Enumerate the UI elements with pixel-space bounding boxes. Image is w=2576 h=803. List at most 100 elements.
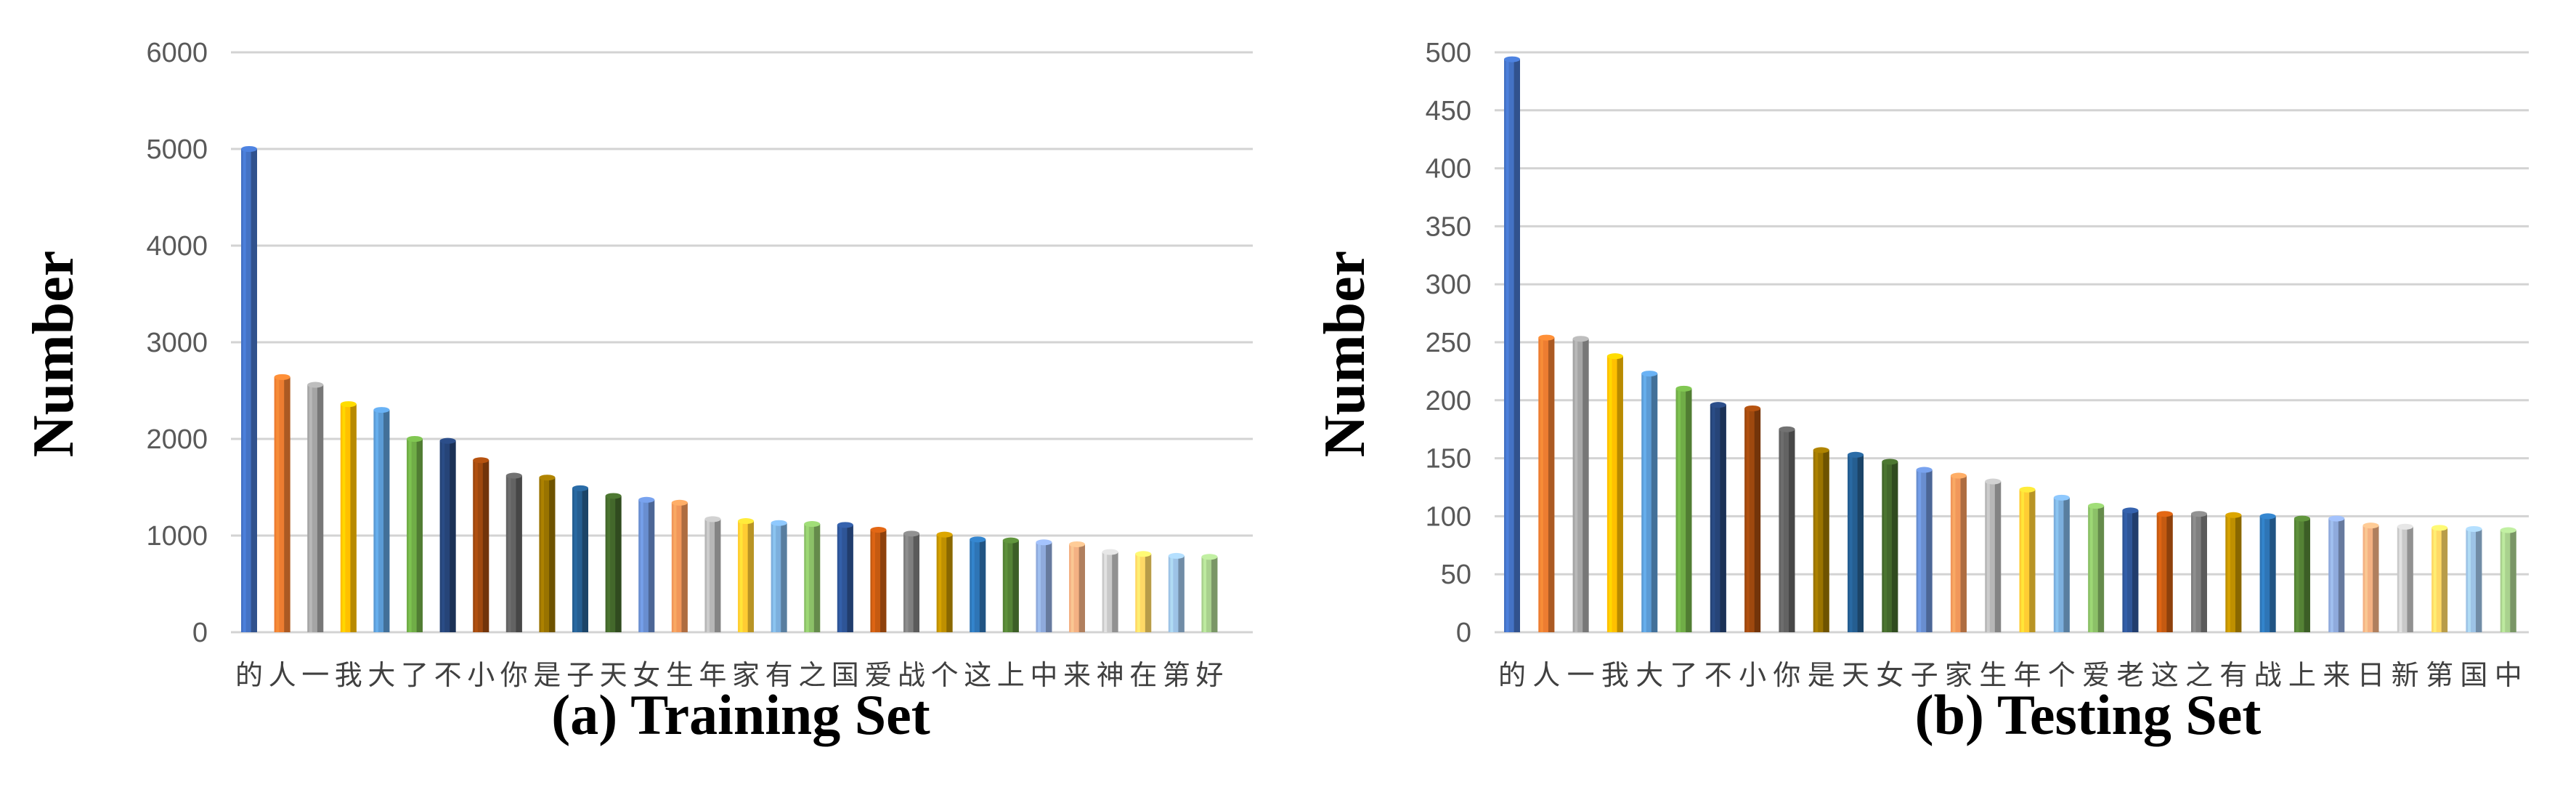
bar-cap: [1538, 334, 1555, 341]
x-tick-label: 神: [1097, 659, 1124, 691]
bar-highlight: [342, 404, 346, 632]
x-tick-label: 这: [964, 659, 991, 691]
bar-你: [505, 472, 522, 632]
bar-cap: [1002, 537, 1019, 544]
bar-shade: [1211, 557, 1218, 632]
bar-个: [2053, 494, 2070, 632]
bar-cap: [2500, 527, 2516, 533]
y-tick-label: 0: [192, 618, 208, 648]
bar-highlight: [707, 519, 710, 632]
bar-一: [307, 382, 324, 632]
bar-这: [2156, 511, 2173, 632]
bar-shade: [2304, 518, 2310, 632]
bar-highlight: [2089, 506, 2093, 632]
bar-了: [407, 436, 423, 632]
bar-cap: [1813, 447, 1829, 453]
bar-cap: [1069, 541, 1085, 547]
bar-highlight: [1540, 337, 1543, 632]
x-tick-label: 你: [500, 659, 528, 691]
bar-cap: [2328, 515, 2345, 522]
bar-highlight: [2502, 530, 2506, 632]
bar-highlight: [2399, 526, 2402, 632]
bar-highlight: [1104, 552, 1108, 632]
bar-cap: [539, 475, 556, 481]
chart-panel-2: 0 50 100 150 200 250 300 350 400 450 500 Number 的人一我…: [1313, 38, 2529, 746]
x-tick-label: 一: [1567, 659, 1595, 691]
bar-cap: [870, 527, 887, 533]
y-tick-label: 200: [1426, 386, 1471, 416]
bar-shade: [2132, 510, 2139, 632]
bar-cap: [274, 374, 290, 380]
x-tick-label: 之: [798, 659, 826, 691]
bar-cap: [241, 146, 257, 152]
bar-shade: [284, 376, 290, 632]
bar-cap: [2397, 523, 2413, 530]
bar-shade: [1926, 469, 1933, 632]
bar-子: [572, 485, 588, 632]
bar-我: [1606, 353, 1623, 632]
bar-cap: [1168, 552, 1185, 559]
bar-cap: [1882, 459, 1898, 465]
bar-cap: [1036, 539, 1052, 546]
bar-cap: [1102, 549, 1118, 555]
x-tick-label: 家: [732, 659, 760, 691]
x-tick-label: 的: [235, 659, 263, 691]
bar-cap: [771, 520, 787, 526]
bar-cap: [704, 516, 721, 522]
x-tick-label: 大: [1636, 659, 1663, 691]
bar-cap: [473, 457, 489, 464]
x-tick-label: 在: [1129, 659, 1157, 691]
bar-cap: [903, 530, 919, 537]
x-tick-label: 中: [1030, 659, 1057, 691]
bar-cap: [1606, 353, 1623, 360]
bar-小: [1744, 405, 1761, 632]
bar-好: [1201, 554, 1218, 632]
bar-shade: [1112, 552, 1118, 632]
x-tick-label: 的: [1498, 659, 1526, 691]
x-tick-label: 家: [1945, 659, 1972, 691]
bar-shade: [1994, 481, 2002, 632]
bar-shade: [1651, 374, 1658, 632]
y-tick-label: 350: [1426, 211, 1471, 242]
bar-shade: [1145, 554, 1152, 632]
bar-highlight: [2433, 528, 2437, 632]
bar-一: [1572, 336, 1589, 632]
bar-大: [373, 407, 390, 632]
bar-highlight: [1575, 339, 1578, 632]
x-tick-label: 国: [2460, 659, 2487, 691]
y-tick-label: 50: [1441, 560, 1471, 590]
bar-shade: [450, 440, 456, 632]
bar-天: [605, 493, 622, 632]
x-tick-label: 子: [566, 659, 594, 691]
bar-highlight: [1506, 59, 1509, 633]
bar-highlight: [2262, 516, 2265, 632]
bar-的: [241, 146, 257, 632]
bar-shade: [979, 539, 986, 632]
bar-人: [274, 374, 290, 632]
bar-cap: [1504, 56, 1520, 62]
bar-cap: [2191, 511, 2207, 517]
bar-shade: [1720, 405, 1726, 632]
x-tick-label: 是: [533, 659, 561, 691]
y-axis-label: Number: [1313, 251, 1377, 457]
bar-highlight: [839, 525, 842, 632]
bar-highlight: [607, 496, 611, 632]
bar-cap: [2225, 512, 2242, 518]
bar-highlight: [640, 499, 643, 632]
x-tick-label: 个: [2048, 659, 2076, 691]
bar-是: [1813, 447, 1829, 632]
bar-highlight: [2296, 518, 2299, 632]
bar-highlight: [1781, 429, 1784, 632]
bar-来: [1069, 541, 1085, 632]
bar-不: [1710, 402, 1726, 632]
y-tick-label: 300: [1426, 270, 1471, 300]
bar-cap: [804, 521, 821, 528]
bar-了: [1675, 385, 1692, 632]
bar-cap: [1848, 451, 1864, 458]
x-tick-label: 第: [2426, 659, 2453, 691]
bar-highlight: [773, 522, 776, 632]
bar-shade: [2270, 516, 2276, 632]
bar-shade: [681, 502, 688, 632]
bar-cap: [2122, 507, 2139, 514]
x-tick-label: 爱: [864, 659, 892, 691]
